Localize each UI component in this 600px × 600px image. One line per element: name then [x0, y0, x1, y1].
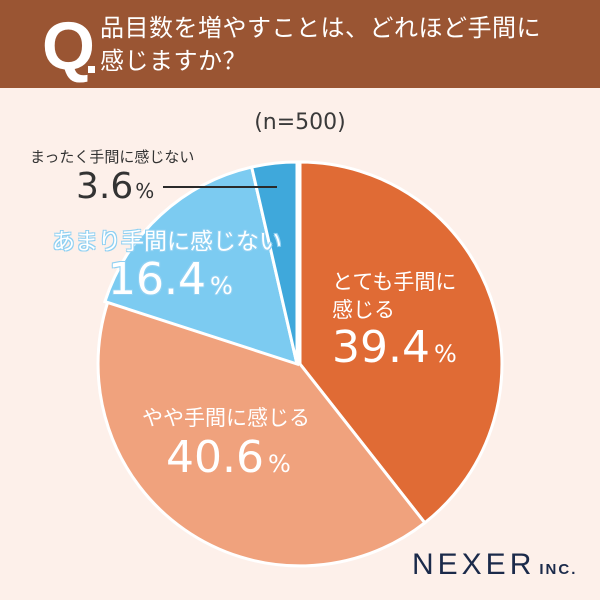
- label-not-much-unit: %: [209, 272, 233, 300]
- slice-not-at-all: [249, 160, 299, 365]
- question-line-1: 品目数を増やすことは、どれほど手間に: [100, 14, 541, 42]
- logo-name: NEXER: [412, 548, 536, 581]
- q-dot: [88, 66, 95, 73]
- label-somewhat-unit: %: [267, 450, 291, 478]
- label-not-much-value: 16.4: [108, 254, 206, 305]
- label-very-much-unit: %: [433, 340, 457, 368]
- label-somewhat-text: やや手間に感じる: [142, 406, 310, 430]
- q-mark: Q: [42, 8, 95, 84]
- nexer-logo: NEXER INC.: [412, 548, 577, 582]
- leader-line: [163, 186, 277, 188]
- label-not-at-all-text: まったく手間に感じない: [30, 148, 195, 166]
- sample-size-label: (n=500): [254, 110, 346, 135]
- label-not-at-all-value: 3.6: [76, 166, 134, 207]
- label-very-much-text-1: とても手間に: [332, 270, 457, 294]
- label-not-much-text: あまり手間に感じない: [52, 229, 282, 255]
- question-line-2: 感じますか？: [100, 47, 247, 75]
- slice-not-much: [103, 165, 300, 367]
- slice-very-much: [298, 160, 504, 525]
- label-very-much-text-2: 感じる: [332, 298, 395, 322]
- question-text: 品目数を増やすことは、どれほど手間に 感じますか？: [100, 12, 541, 78]
- label-not-at-all-unit: %: [135, 179, 155, 203]
- label-very-much-value: 39.4: [332, 322, 430, 373]
- slice-somewhat: [96, 299, 427, 568]
- label-somewhat-value: 40.6: [166, 432, 264, 483]
- label-not-much-value-group: 16.4%: [108, 254, 233, 305]
- question-header: Q 品目数を増やすことは、どれほど手間に 感じますか？: [0, 0, 600, 88]
- label-very-much-value-group: 39.4%: [332, 322, 457, 373]
- label-somewhat-value-group: 40.6%: [166, 432, 291, 483]
- logo-suffix: INC.: [539, 561, 578, 578]
- label-not-at-all-value-group: 3.6%: [76, 166, 154, 207]
